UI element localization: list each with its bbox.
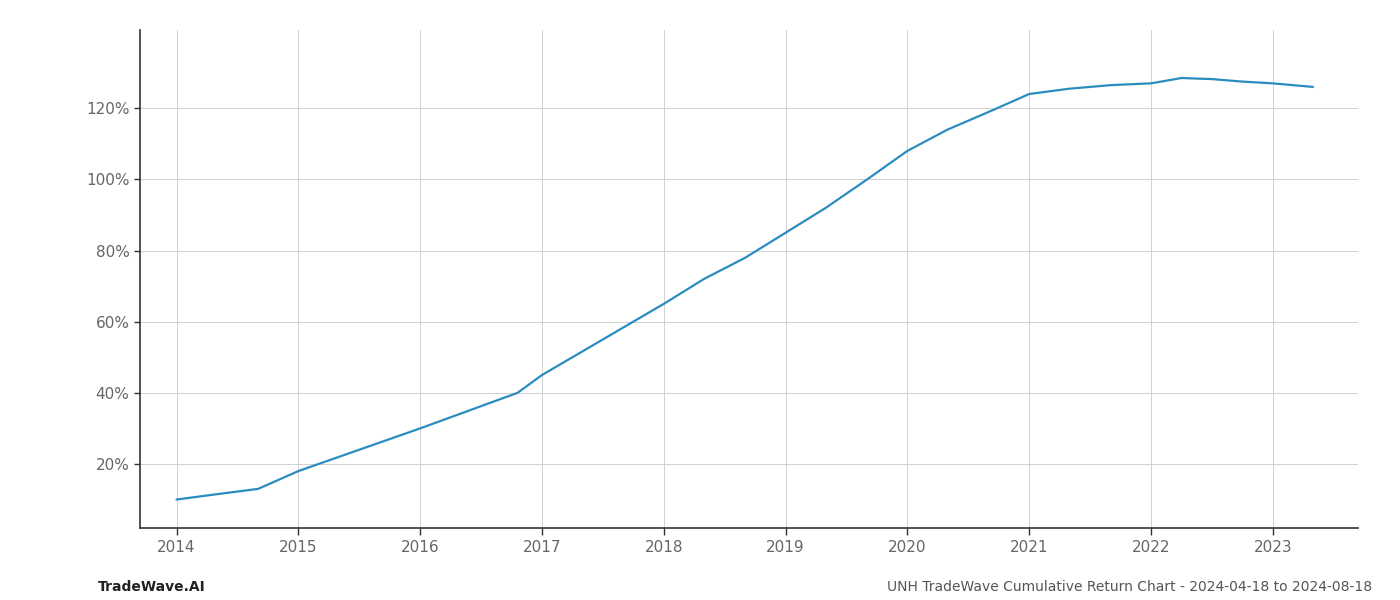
- Text: UNH TradeWave Cumulative Return Chart - 2024-04-18 to 2024-08-18: UNH TradeWave Cumulative Return Chart - …: [886, 580, 1372, 594]
- Text: TradeWave.AI: TradeWave.AI: [98, 580, 206, 594]
